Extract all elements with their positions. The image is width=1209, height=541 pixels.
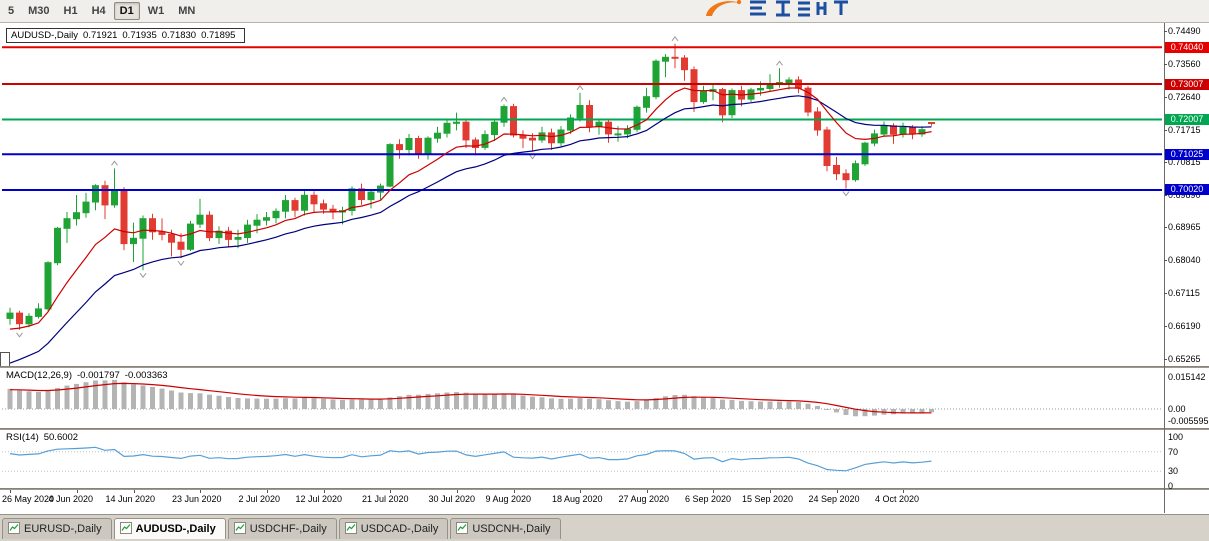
brand-logo-graphic [706,0,848,17]
price-chart-canvas[interactable] [0,23,1164,366]
macd-signal-value: -0.003363 [124,370,168,381]
chart-open-value: 0.71921 [83,30,118,41]
chart-macd-splitter[interactable] [0,366,1209,368]
chart-tab-bar: EURUSD-,Daily AUDUSD-,Daily USDCHF-,Daily U… [0,514,1209,541]
tab-label: EURUSD-,Daily [24,523,102,535]
macd-label: MACD(12,26,9) -0.001797 -0.003363 [6,370,173,381]
tab-chart-icon [456,522,469,534]
chart-low-value: 0.71830 [161,30,197,41]
price-axis[interactable] [1165,23,1209,490]
rsi-timeaxis-splitter[interactable] [0,488,1209,490]
rsi-label: RSI(14) 50.6002 [6,432,83,443]
chart-info-box: AUDUSD-,Daily 0.71921 0.71935 0.71830 0.7189… [6,28,246,43]
rsi-value: 50.6002 [43,432,79,443]
fast-navigation-box[interactable] [0,352,10,367]
tab-chart-icon [119,522,132,534]
chart-tab-eurusd-daily[interactable]: EURUSD-,Daily [2,518,112,539]
tab-label: USDCAD-,Daily [360,523,439,535]
timeframe-button-h1[interactable]: H1 [63,5,78,17]
tab-chart-icon [233,522,246,534]
chart-tab-usdchf-daily[interactable]: USDCHF-,Daily [227,518,337,539]
tab-label: USDCHF-,Daily [249,523,327,535]
tab-chart-icon [8,522,20,534]
time-axis[interactable] [0,490,1164,513]
chart-tab-audusd-daily[interactable]: AUDUSD-,Daily [113,518,226,539]
timeframe-button-mn[interactable]: MN [178,5,196,17]
macd-indicator-canvas[interactable] [0,368,1164,428]
tab-label: USDCNH-,Daily [472,523,551,535]
chart-tab-usdcnh-daily[interactable]: USDCNH-,Daily [450,518,561,539]
timeframe-button-w1[interactable]: W1 [147,5,165,17]
axis-divider-line [1164,23,1165,513]
macd-rsi-splitter[interactable] [0,428,1209,430]
chart-tab-usdcad-daily[interactable]: USDCAD-,Daily [338,518,449,539]
tab-chart-icon [344,522,357,534]
chart-symbol-label: AUDUSD-,Daily [11,30,79,41]
timeframe-button-h4[interactable]: H4 [91,5,106,17]
tab-label: AUDUSD-,Daily [135,523,216,535]
macd-name: MACD(12,26,9) [6,370,72,381]
macd-main-value: -0.001797 [77,370,120,381]
rsi-indicator-canvas[interactable] [0,430,1164,488]
timeframe-button-d1[interactable]: D1 [113,2,140,20]
chart-high-value: 0.71935 [122,30,157,41]
timeframe-toolbar: 5 M30 H1 H4 D1 W1 MN [0,0,1209,23]
brand-logo [692,0,882,20]
rsi-name: RSI(14) [6,432,39,443]
timeframe-buttons: 5 M30 H1 H4 D1 W1 MN [1,0,202,23]
timeframe-button-m30[interactable]: M30 [28,5,50,17]
chart-close-value: 0.71895 [201,30,236,41]
timeframe-button-5[interactable]: 5 [8,5,15,17]
